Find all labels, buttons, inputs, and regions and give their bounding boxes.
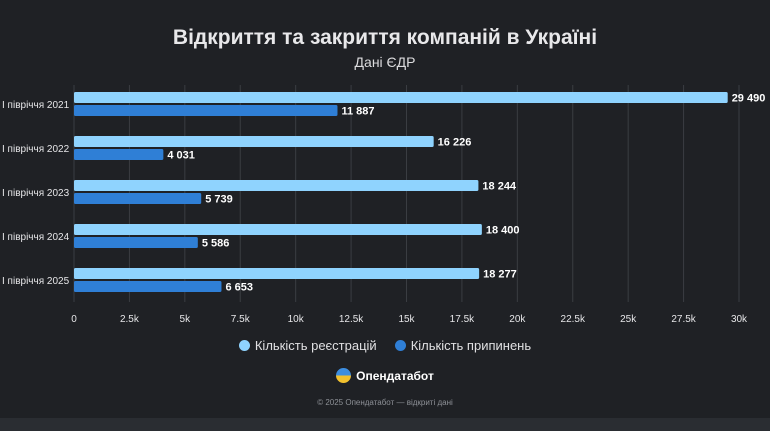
- legend-dot: [238, 340, 250, 351]
- bar-registrations: [74, 92, 728, 103]
- y-category-label: I півріччя 2024: [2, 232, 70, 243]
- x-tick-label: 27.5k: [671, 314, 696, 325]
- chart-title: Відкриття та закриття компаній в Україні: [172, 26, 598, 49]
- bar-registrations: [74, 136, 434, 147]
- legend: Кількість реєстрацій Кількість припинень: [0, 338, 770, 353]
- x-tick-label: 17.5k: [450, 314, 475, 325]
- brand-name: Опендатабот: [356, 368, 434, 383]
- bar-registrations: [74, 180, 479, 191]
- bar-registrations: [74, 224, 482, 235]
- y-category-label: I півріччя 2023: [2, 188, 70, 199]
- opendatabot-logo-icon: [336, 368, 352, 383]
- bar-closures: [74, 149, 164, 160]
- data-label: 5 739: [205, 194, 233, 206]
- x-tick-label: 25k: [620, 314, 637, 325]
- bottom-strip: [0, 418, 770, 431]
- x-tick-label: 12.5k: [339, 314, 364, 325]
- data-label: 16 226: [438, 137, 472, 149]
- bar-registrations: [74, 268, 480, 279]
- x-tick-label: 15k: [398, 314, 415, 325]
- copyright: © 2025 Опендатабот — відкриті дані: [317, 398, 453, 407]
- bar-closures: [74, 281, 222, 292]
- data-label: 4 031: [167, 150, 195, 162]
- data-label: 29 490: [732, 93, 766, 105]
- x-tick-label: 5k: [180, 314, 192, 325]
- data-label: 18 277: [483, 269, 517, 281]
- data-label: 18 244: [482, 181, 517, 193]
- x-tick-label: 30k: [731, 314, 748, 325]
- chart-subtitle: Дані ЄДР: [354, 54, 416, 70]
- x-tick-label: 7.5k: [231, 314, 251, 325]
- bar-closures: [74, 237, 198, 248]
- legend-item-closures[interactable]: Кількість припинень: [394, 338, 532, 353]
- legend-label: Кількість припинень: [410, 338, 532, 353]
- legend-item-registrations[interactable]: Кількість реєстрацій: [238, 338, 377, 353]
- x-tick-label: 0: [71, 314, 77, 325]
- x-tick-label: 10k: [288, 314, 305, 325]
- data-label: 11 887: [341, 106, 374, 118]
- data-label: 6 653: [225, 282, 253, 294]
- brand: Опендатабот: [0, 368, 770, 383]
- x-tick-label: 2.5k: [120, 314, 140, 325]
- y-category-label: I півріччя 2025: [2, 276, 70, 287]
- y-category-label: I півріччя 2021: [2, 100, 70, 111]
- x-tick-label: 22.5k: [561, 314, 586, 325]
- data-label: 18 400: [486, 225, 520, 237]
- legend-label: Кількість реєстрацій: [254, 338, 377, 353]
- bar-closures: [74, 105, 338, 116]
- x-tick-label: 20k: [509, 314, 526, 325]
- legend-dot: [394, 340, 406, 351]
- bar-closures: [74, 193, 202, 204]
- data-label: 5 586: [202, 238, 230, 250]
- y-category-label: I півріччя 2022: [2, 144, 70, 155]
